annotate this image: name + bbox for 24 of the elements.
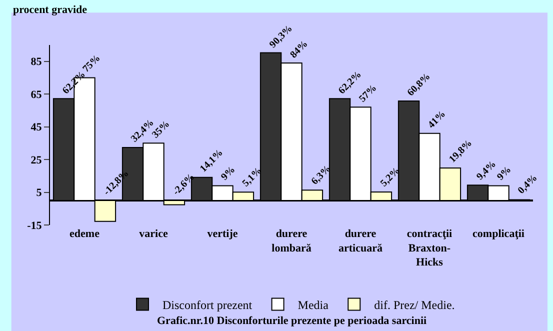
x-tick-label: edeme (70, 228, 100, 240)
data-label: 84% (288, 38, 310, 61)
legend-label: Disconfort prezent (162, 298, 253, 312)
data-label: 75% (80, 52, 103, 75)
y-tick-label: 65 (30, 88, 42, 101)
y-tick-label: 25 (30, 154, 42, 166)
data-label: 57% (357, 82, 380, 105)
x-tick-label: varice (139, 228, 168, 240)
y-tick-label: 5 (36, 187, 42, 200)
y-tick-label: 85 (30, 56, 42, 68)
x-tick-label: durere lombară (272, 228, 312, 254)
data-label: 9% (495, 164, 514, 183)
legend-label: Media (298, 298, 330, 312)
y-tick-label: 45 (30, 122, 42, 134)
y-axis-title: procent gravide (13, 4, 88, 16)
data-label: 9% (219, 164, 238, 183)
legend-label: dif. Prez/ Medie. (374, 298, 455, 312)
x-tick-label: vertije (207, 228, 238, 240)
text: Grafic.nr.10 Disconforturile prezente pe perioada sarcinii (157, 315, 427, 327)
x-tick-label: contracţii Braxton-Hicks (406, 228, 452, 269)
x-tick-label: complicaţii (472, 228, 524, 240)
x-tick-label: durere articuară (338, 228, 383, 254)
data-label: 41% (426, 108, 448, 131)
y-tick-label: -15 (27, 220, 42, 232)
